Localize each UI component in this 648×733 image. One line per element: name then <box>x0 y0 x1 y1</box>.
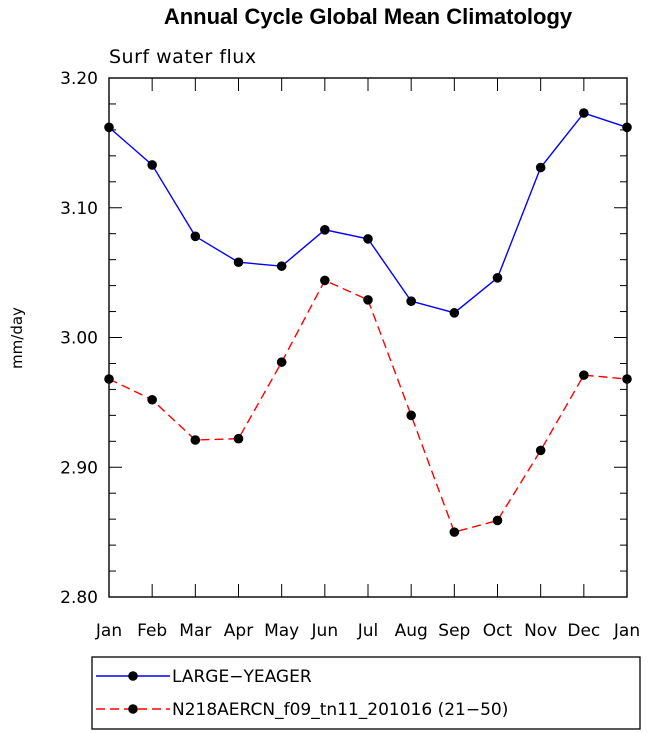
data-point <box>147 160 157 170</box>
data-point <box>449 527 460 537</box>
legend-label: N218AERCN_f09_tn11_201016 (21−50) <box>172 700 508 720</box>
series-2 <box>104 275 632 537</box>
data-point <box>320 275 330 286</box>
data-point <box>363 295 373 305</box>
y-tick-label: 3.10 <box>60 199 98 219</box>
x-tick-label: Nov <box>524 621 557 641</box>
data-point <box>233 257 244 268</box>
data-point <box>492 273 503 283</box>
x-tick-label: Dec <box>567 621 600 641</box>
x-tick-label: Jul <box>357 621 379 641</box>
data-point <box>190 231 201 242</box>
x-tick-label: Jan <box>95 621 122 641</box>
x-tick-label: Mar <box>179 621 211 641</box>
y-axis-label: mm/day <box>8 307 26 369</box>
data-point <box>276 261 287 271</box>
y-tick-label: 3.00 <box>60 329 98 349</box>
data-point <box>622 374 632 384</box>
y-tick-label: 2.90 <box>60 458 98 478</box>
data-point <box>406 296 416 306</box>
axes: 2.80 2.90 3.00 3.10 3.20 Jan Feb Mar Apr May Jun Ju… <box>60 69 640 641</box>
x-tick-label: Jun <box>311 621 339 641</box>
data-point <box>276 357 287 367</box>
legend-label: LARGE−YEAGER <box>172 667 312 687</box>
data-point <box>535 445 546 456</box>
x-tick-label: Apr <box>224 621 253 641</box>
legend-box <box>91 656 641 730</box>
x-tick-label: May <box>264 621 299 641</box>
x-tick-label: Feb <box>137 621 167 641</box>
y-tick-label: 3.20 <box>60 69 98 89</box>
y-tick-label: 2.80 <box>60 588 98 608</box>
x-tick-label: Jan <box>613 621 640 641</box>
legend-marker <box>128 704 138 714</box>
data-point <box>233 433 244 444</box>
legend-marker <box>128 671 138 681</box>
data-point <box>104 374 114 384</box>
series-line <box>108 112 628 314</box>
data-point <box>579 370 589 380</box>
data-point <box>363 234 373 244</box>
legend: LARGE−YEAGER N218AERCN_f09_tn11_201016 (2… <box>91 656 641 730</box>
data-point <box>449 308 460 318</box>
series-line <box>108 279 628 533</box>
data-point <box>147 394 157 405</box>
data-point <box>579 108 589 118</box>
data-point <box>320 225 330 235</box>
x-tick-label: Oct <box>483 621 513 641</box>
data-point <box>622 122 632 133</box>
x-tick-label: Aug <box>395 621 428 641</box>
data-point <box>492 515 503 526</box>
series-1 <box>104 108 632 318</box>
series-layer <box>104 108 632 537</box>
x-tick-label: Sep <box>438 621 470 641</box>
data-point <box>535 162 546 173</box>
chart-title: Annual Cycle Global Mean Climatology <box>164 4 573 29</box>
data-point <box>190 435 201 445</box>
data-point <box>406 410 416 421</box>
data-point <box>104 122 114 133</box>
chart-subtitle: Surf water flux <box>109 46 257 68</box>
